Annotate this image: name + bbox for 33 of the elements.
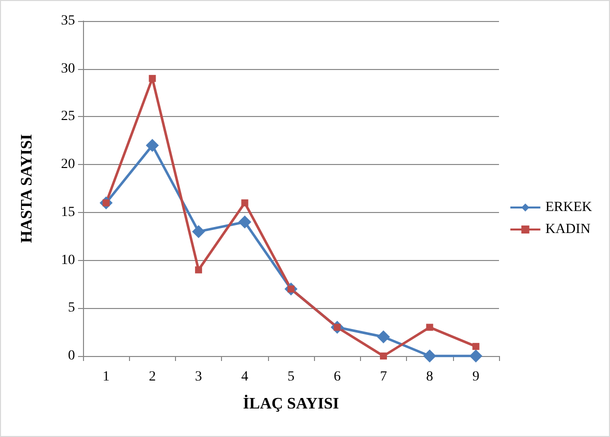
x-tick-label: 5 bbox=[288, 370, 294, 384]
legend-label: ERKEK bbox=[545, 200, 592, 215]
point bbox=[426, 324, 434, 331]
y-tick-label: 0 bbox=[68, 348, 75, 364]
point bbox=[376, 330, 390, 344]
point bbox=[469, 350, 482, 362]
point bbox=[472, 342, 480, 350]
point bbox=[241, 199, 248, 206]
point bbox=[146, 138, 159, 152]
x-tick-label: 3 bbox=[195, 370, 202, 384]
y-tick-label: 5 bbox=[68, 300, 75, 316]
point bbox=[238, 216, 252, 228]
y-tick-label: 20 bbox=[61, 157, 75, 172]
x-tick-label: 7 bbox=[380, 370, 387, 384]
point bbox=[192, 225, 206, 238]
y-tick-label: 25 bbox=[61, 109, 75, 124]
x-tick-label: 1 bbox=[102, 370, 110, 384]
y-tick-label: 10 bbox=[61, 252, 75, 268]
point bbox=[148, 74, 156, 82]
point bbox=[195, 266, 202, 274]
x-tick-label: 9 bbox=[472, 370, 480, 384]
y-tick-label: 30 bbox=[61, 61, 75, 76]
x-tick-label: 4 bbox=[241, 370, 248, 384]
y-axis-title: HASTA SAYISI bbox=[18, 134, 36, 243]
legend-label: KADIN bbox=[545, 222, 590, 237]
x-tick-label: 6 bbox=[334, 370, 341, 384]
point bbox=[423, 350, 436, 362]
point bbox=[380, 352, 387, 360]
y-tick-label: 15 bbox=[61, 204, 75, 220]
x-tick-label: 8 bbox=[426, 370, 434, 384]
x-tick-label: 2 bbox=[148, 370, 156, 384]
x-axis-title: İLAÇ SAYISI bbox=[243, 394, 339, 412]
y-tick-label: 35 bbox=[61, 14, 75, 28]
